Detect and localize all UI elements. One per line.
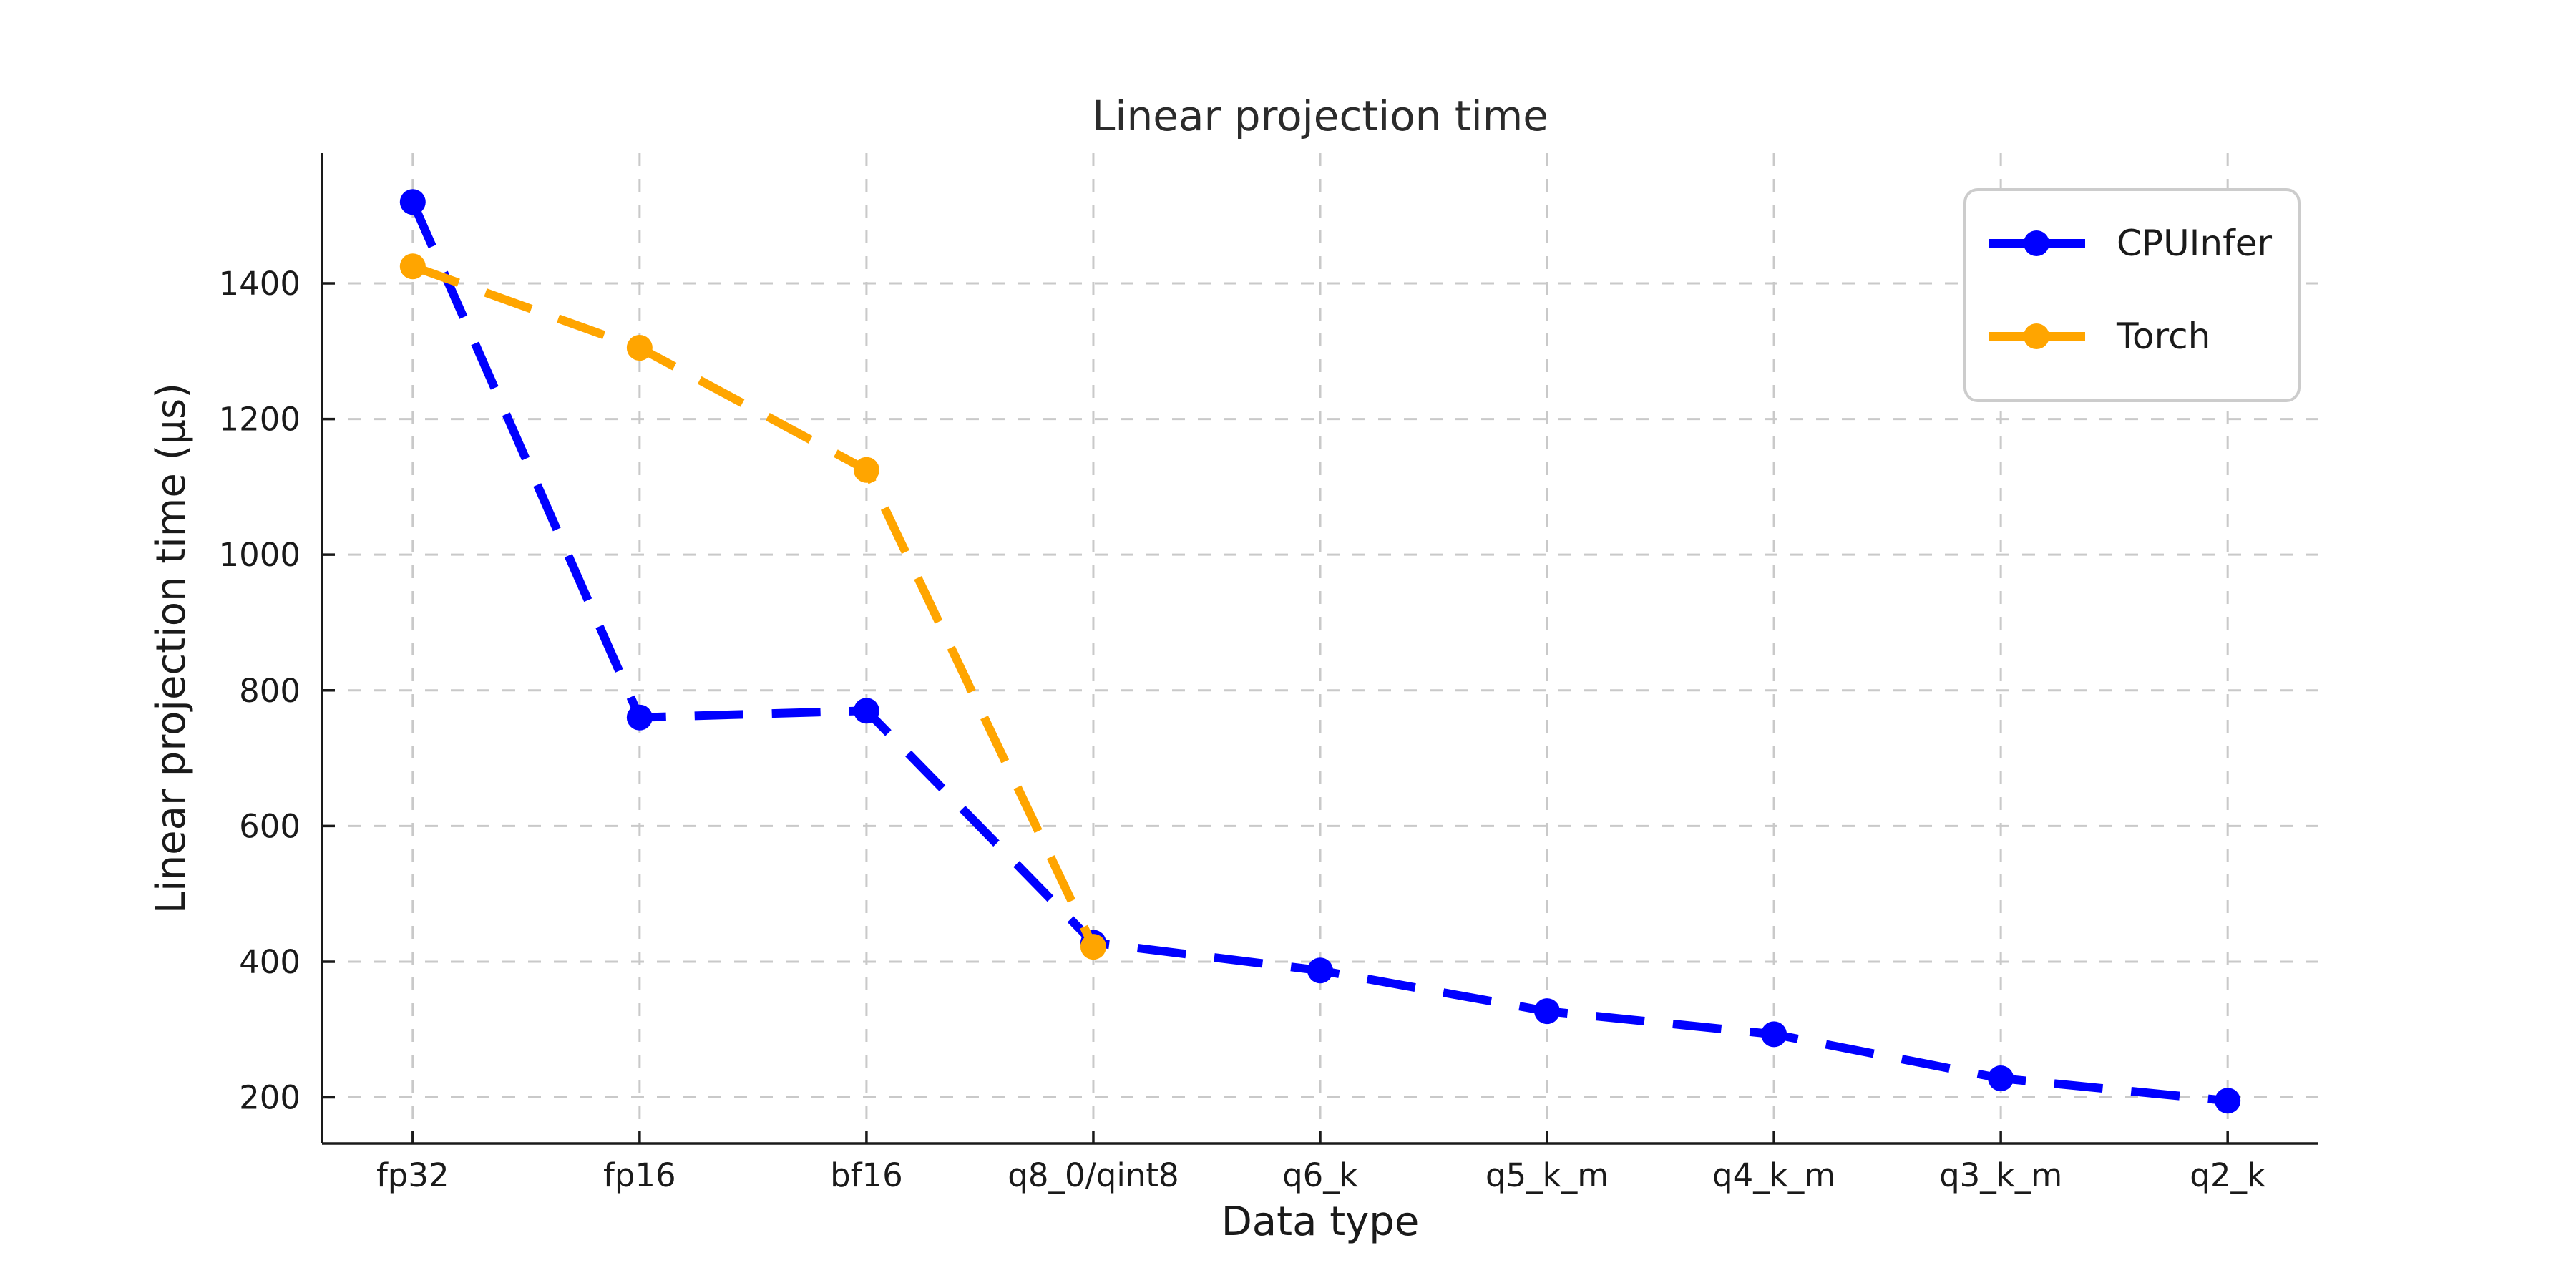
x-tick-label-q2_k: q2_k bbox=[2190, 1156, 2265, 1194]
chart-title: Linear projection time bbox=[1092, 92, 1548, 140]
legend-swatch-marker-cpuinfer bbox=[2024, 230, 2049, 256]
series-layer bbox=[399, 189, 2241, 1114]
y-tick-label-600: 600 bbox=[239, 807, 301, 845]
data-point-torch-fp32 bbox=[399, 253, 426, 280]
y-tick-label-400: 400 bbox=[239, 943, 301, 981]
x-tick-label-q3_k_m: q3_k_m bbox=[1939, 1156, 2062, 1194]
y-axis-label: Linear projection time (μs) bbox=[148, 383, 195, 914]
data-point-torch-fp16 bbox=[626, 335, 653, 361]
grid-layer bbox=[322, 153, 2318, 1143]
data-point-cpuinfer-q5_k_m bbox=[1534, 998, 1561, 1025]
x-tick-label-fp16: fp16 bbox=[603, 1156, 676, 1194]
x-tick-label-fp32: fp32 bbox=[376, 1156, 449, 1194]
data-point-torch-q8_0/qint8 bbox=[1080, 934, 1106, 960]
legend-label-torch: Torch bbox=[2116, 316, 2210, 357]
data-point-torch-bf16 bbox=[853, 457, 879, 483]
y-tick-label-1400: 1400 bbox=[218, 265, 301, 303]
x-axis-label: Data type bbox=[1221, 1199, 1420, 1245]
x-tick-label-bf16: bf16 bbox=[830, 1156, 903, 1194]
series-line-torch bbox=[411, 262, 1098, 949]
y-tick-label-1000: 1000 bbox=[218, 536, 301, 574]
y-tick-label-200: 200 bbox=[239, 1079, 301, 1117]
data-point-cpuinfer-q3_k_m bbox=[1988, 1065, 2014, 1091]
data-point-cpuinfer-fp16 bbox=[626, 704, 653, 731]
x-tick-label-q4_k_m: q4_k_m bbox=[1712, 1156, 1835, 1194]
x-tick-label-q8_0/qint8: q8_0/qint8 bbox=[1008, 1156, 1179, 1194]
data-point-cpuinfer-bf16 bbox=[853, 698, 879, 724]
legend-item-torch: Torch bbox=[1989, 316, 2210, 357]
legend: CPUInfer Torch bbox=[1963, 188, 2301, 402]
y-tick-label-800: 800 bbox=[239, 672, 301, 710]
axes-layer: 200 400 600 800 1000 1200 1400 fp32 fp16 bf16 q8_0… bbox=[218, 153, 2318, 1194]
data-point-cpuinfer-q4_k_m bbox=[1761, 1021, 1787, 1048]
x-tick-label-q5_k_m: q5_k_m bbox=[1485, 1156, 1609, 1194]
data-point-cpuinfer-q6_k bbox=[1307, 957, 1333, 984]
x-tick-label-q6_k: q6_k bbox=[1282, 1156, 1358, 1194]
legend-label-cpuinfer: CPUInfer bbox=[2117, 223, 2272, 264]
legend-box bbox=[1963, 188, 2301, 402]
legend-swatch-marker-torch bbox=[2024, 323, 2049, 349]
legend-item-cpuinfer: CPUInfer bbox=[1989, 223, 2272, 264]
data-point-cpuinfer-fp32 bbox=[399, 189, 426, 215]
data-point-cpuinfer-q2_k bbox=[2215, 1088, 2241, 1114]
y-tick-label-1200: 1200 bbox=[218, 401, 301, 439]
